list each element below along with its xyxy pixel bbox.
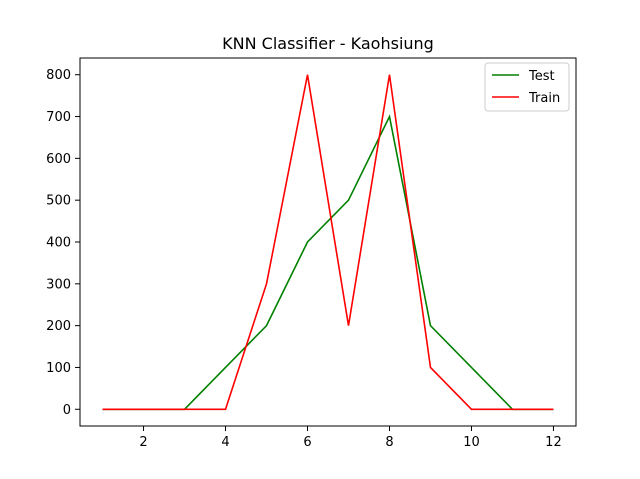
y-tick-label: 400 bbox=[46, 236, 71, 251]
x-tick-label: 4 bbox=[221, 435, 229, 450]
legend-label-train: Train bbox=[528, 91, 560, 106]
plot-frame bbox=[79, 57, 577, 427]
legend: Test Train bbox=[484, 62, 570, 112]
y-tick-label: 300 bbox=[46, 277, 71, 292]
y-tick-label: 700 bbox=[46, 110, 71, 125]
y-tick-label: 0 bbox=[63, 403, 71, 418]
x-tick-label: 12 bbox=[545, 435, 562, 450]
legend-label-test: Test bbox=[528, 69, 555, 84]
y-tick-label: 500 bbox=[46, 194, 71, 209]
y-tick-label: 800 bbox=[46, 68, 71, 83]
x-tick-label: 6 bbox=[303, 435, 311, 450]
series-line-test bbox=[102, 114, 554, 411]
series-line-train bbox=[102, 74, 554, 411]
x-tick-label: 2 bbox=[139, 435, 147, 450]
y-tick-label: 600 bbox=[46, 152, 71, 167]
x-tick-label: 10 bbox=[463, 435, 480, 450]
plot-area: 2 4 6 8 10 12 0 100 200 300 400 500 600 700 800 bbox=[46, 57, 577, 450]
y-tick-label: 200 bbox=[46, 319, 71, 334]
chart-title: KNN Classifier - Kaohsiung bbox=[222, 34, 434, 53]
x-tick-label: 8 bbox=[385, 435, 393, 450]
y-tick-label: 100 bbox=[46, 361, 71, 376]
